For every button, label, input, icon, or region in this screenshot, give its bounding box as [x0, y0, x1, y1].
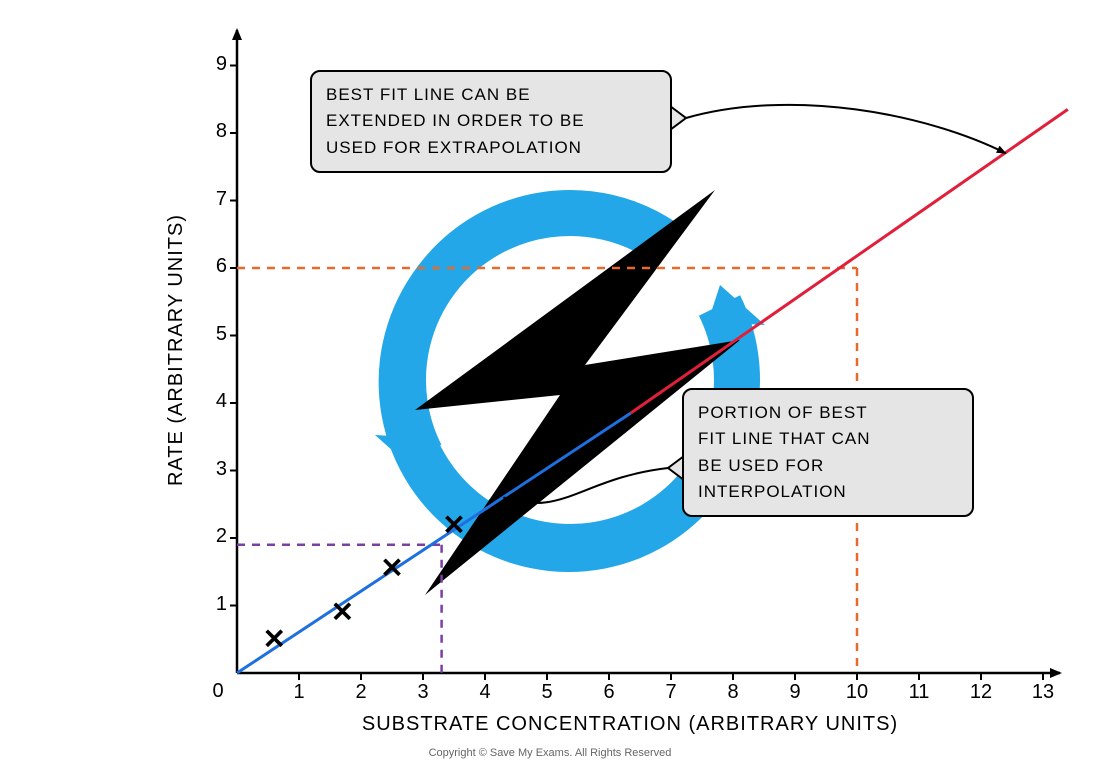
data-point: ✕	[380, 552, 403, 585]
x-tick-label: 10	[842, 681, 872, 704]
y-tick-label: 3	[199, 458, 227, 481]
x-tick-label: 12	[966, 681, 996, 704]
x-tick-label: 11	[904, 681, 934, 704]
callout-interpolation: PORTION OF BESTFIT LINE THAT CANBE USED …	[682, 388, 974, 517]
y-tick-label: 9	[199, 53, 227, 76]
y-tick-label: 5	[199, 323, 227, 346]
x-tick-label: 9	[780, 681, 810, 704]
x-tick-label: 7	[656, 681, 686, 704]
x-tick-label: 1	[284, 681, 314, 704]
data-point: ✕	[331, 596, 354, 629]
x-tick-label: 13	[1028, 681, 1058, 704]
callout-line: BE USED FOR	[698, 453, 958, 479]
y-tick-label: 6	[199, 255, 227, 278]
data-point: ✕	[262, 623, 285, 656]
x-tick-label: 6	[594, 681, 624, 704]
callout-line: INTERPOLATION	[698, 479, 958, 505]
y-tick-label: 7	[199, 188, 227, 211]
y-tick-label: 1	[199, 593, 227, 616]
x-axis-label: SUBSTRATE CONCENTRATION (ARBITRARY UNITS…	[270, 713, 990, 736]
x-tick-label: 2	[346, 681, 376, 704]
callout-line: USED FOR EXTRAPOLATION	[326, 135, 656, 161]
origin-label: 0	[208, 680, 228, 703]
x-tick-label: 3	[408, 681, 438, 704]
callout-line: PORTION OF BEST	[698, 400, 958, 426]
y-tick-label: 2	[199, 525, 227, 548]
x-tick-label: 5	[532, 681, 562, 704]
y-tick-label: 4	[199, 390, 227, 413]
callout-extrapolation: BEST FIT LINE CAN BEEXTENDED IN ORDER TO…	[310, 70, 672, 173]
y-axis-label: RATE (ARBITRARY UNITS)	[165, 160, 188, 540]
copyright-text: Copyright © Save My Exams. All Rights Re…	[0, 747, 1100, 759]
y-tick-label: 8	[199, 120, 227, 143]
callout-line: EXTENDED IN ORDER TO BE	[326, 108, 656, 134]
data-point: ✕	[442, 508, 465, 541]
x-tick-label: 4	[470, 681, 500, 704]
x-tick-label: 8	[718, 681, 748, 704]
callout-line: BEST FIT LINE CAN BE	[326, 82, 656, 108]
callout-line: FIT LINE THAT CAN	[698, 426, 958, 452]
